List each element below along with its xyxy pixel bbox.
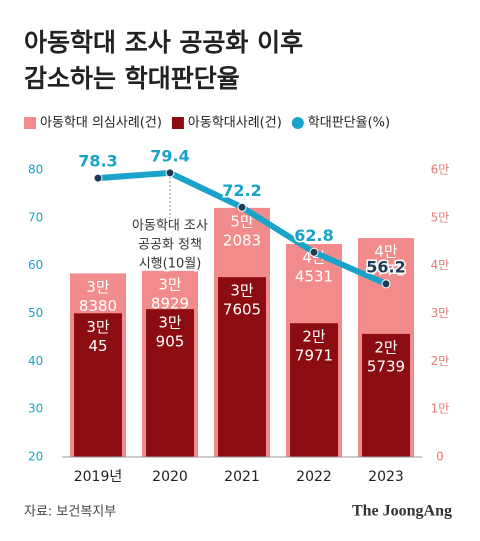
bar-value-label: 3만 xyxy=(86,278,110,296)
brand: The JoongAng xyxy=(352,503,452,520)
annotation: 아동학대 조사 xyxy=(132,219,208,234)
bar-value-label: 2083 xyxy=(223,231,261,249)
y2-tick-label: 3만 xyxy=(431,306,450,320)
annotation: 시행(10월) xyxy=(139,256,202,272)
bar-value-label: 8929 xyxy=(151,294,189,312)
y2-tick-label: 4만 xyxy=(431,258,450,272)
bar-value-label: 5739 xyxy=(367,357,405,375)
x-tick-label: 2021 xyxy=(224,469,260,485)
bar-value-label: 45 xyxy=(88,337,107,355)
bar xyxy=(362,333,410,457)
bar-value-label: 7971 xyxy=(295,347,333,365)
y-tick-label: 70 xyxy=(28,210,43,224)
y-tick-label: 50 xyxy=(28,306,43,320)
line-value-label: 62.8 xyxy=(294,226,333,245)
x-tick-label: 2019년 xyxy=(74,469,123,485)
bar xyxy=(290,323,338,457)
line-point xyxy=(381,279,391,289)
bar-value-label: 4만 xyxy=(374,243,398,261)
bar-value-label: 5만 xyxy=(230,212,254,230)
y2-tick-label: 2만 xyxy=(431,354,450,368)
chart-title: 아동학대 조사 공공화 이후 xyxy=(24,28,303,57)
bar-value-label: 5771 xyxy=(367,262,405,280)
bar-value-label: 3만 xyxy=(158,275,182,293)
bar-value-label: 4531 xyxy=(295,267,333,285)
y-tick-label: 30 xyxy=(28,402,43,416)
y-tick-label: 80 xyxy=(28,163,43,177)
y2-tick-label: 0 xyxy=(436,450,444,464)
bar xyxy=(146,309,194,457)
line-point xyxy=(165,168,175,178)
legend-label: 아동학대사례(건) xyxy=(188,116,282,131)
bar-value-label: 2만 xyxy=(374,338,398,356)
y-tick-label: 20 xyxy=(28,450,43,464)
bar-value-label: 3만 xyxy=(230,282,254,300)
y2-tick-label: 5만 xyxy=(431,210,450,224)
bar-value-label: 3만 xyxy=(86,318,110,336)
bar xyxy=(74,313,122,457)
bar-value-label: 8380 xyxy=(79,297,117,315)
bar-value-label: 7605 xyxy=(223,301,261,319)
x-tick-label: 2022 xyxy=(296,469,332,485)
chart-title: 감소하는 학대판단율 xyxy=(24,64,240,93)
line-value-label: 78.3 xyxy=(78,152,117,171)
bar-value-label: 3만 xyxy=(158,314,182,332)
legend-label: 학대판단율(%) xyxy=(308,116,390,131)
line-point xyxy=(93,173,103,183)
y2-tick-label: 6만 xyxy=(431,163,450,177)
bar-value-label: 905 xyxy=(156,333,185,351)
line-value-label: 56.2 xyxy=(366,257,405,276)
annotation: 공공화 정책 xyxy=(138,238,202,253)
y-tick-label: 60 xyxy=(28,258,43,272)
legend-label: 아동학대 의심사례(건) xyxy=(40,116,162,131)
legend-swatch xyxy=(171,117,184,129)
legend-swatch xyxy=(24,117,36,129)
bar-value-label: 2만 xyxy=(302,328,326,346)
bar xyxy=(218,277,266,457)
legend-swatch xyxy=(291,117,304,129)
source: 자료: 보건복지부 xyxy=(24,505,116,520)
y-tick-label: 40 xyxy=(28,354,43,368)
y2-tick-label: 1만 xyxy=(431,402,450,416)
line-value-label: 72.2 xyxy=(222,181,261,200)
x-tick-label: 2023 xyxy=(368,469,404,485)
line-value-label: 79.4 xyxy=(150,146,189,165)
line-point xyxy=(237,202,247,212)
x-tick-label: 2020 xyxy=(152,469,188,485)
line-point xyxy=(309,247,319,257)
